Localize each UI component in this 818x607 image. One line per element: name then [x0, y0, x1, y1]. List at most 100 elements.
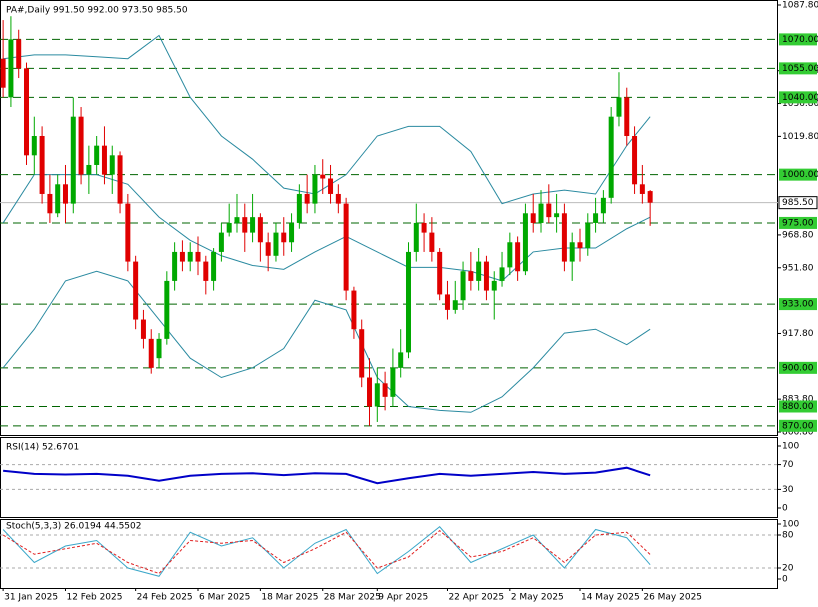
candle-body: [296, 193, 302, 223]
level-label: 1055.00: [782, 64, 818, 74]
last-price-label: 985.50: [782, 198, 814, 208]
level-label: 900.00: [782, 363, 814, 373]
candle-body: [647, 191, 653, 203]
candle-body: [538, 203, 544, 223]
candle-body: [242, 217, 248, 233]
candle-body: [499, 267, 505, 281]
y-tick-label: 917.80: [782, 329, 814, 339]
candle-body: [632, 135, 638, 185]
last-price-box: [778, 196, 818, 210]
candle-body: [491, 280, 497, 291]
candle-body: [211, 251, 217, 281]
x-tick-label: 6 Mar 2025: [199, 593, 250, 603]
candle-body: [421, 222, 427, 233]
candle-body: [133, 261, 139, 320]
candle-body: [125, 203, 131, 262]
candle-body: [78, 116, 84, 175]
candle-body: [522, 213, 528, 272]
candle-body: [374, 383, 380, 407]
rsi-panel: [0, 437, 778, 518]
candle-body: [483, 261, 489, 291]
candle-body: [624, 97, 630, 136]
y-tick-label: 70: [782, 460, 794, 470]
candle-body: [444, 294, 450, 310]
line: [2, 529, 651, 575]
candle-body: [343, 203, 349, 291]
x-tick-label: 18 Mar 2025: [261, 593, 318, 603]
candle-body: [507, 242, 513, 268]
x-tick-label: 26 May 2025: [643, 593, 702, 603]
candle-body: [273, 232, 279, 256]
level-label: 1000.00: [782, 170, 818, 180]
level-label-box: [779, 419, 817, 432]
candle-body: [304, 193, 310, 204]
candle-body: [47, 193, 53, 214]
candle-body: [600, 197, 606, 214]
y-tick-label: 80: [782, 531, 794, 541]
level-label-box: [779, 62, 817, 75]
candle-body: [140, 319, 146, 339]
line: [2, 174, 651, 282]
line: [2, 526, 651, 577]
candle-body: [172, 251, 178, 281]
line: [3, 466, 651, 485]
candle-body: [546, 203, 552, 218]
candle-body: [226, 222, 232, 233]
line: [3, 34, 651, 205]
price-panel: [0, 0, 778, 436]
x-tick-label: 14 May 2025: [581, 593, 640, 603]
candle-body: [429, 232, 435, 252]
candle-body: [335, 193, 341, 204]
level-label-box: [779, 168, 817, 181]
level-label-box: [779, 33, 817, 46]
level-label-box: [779, 400, 817, 413]
candle-body: [117, 155, 123, 204]
x-tick-label: 24 Feb 2025: [137, 593, 193, 603]
candle-body: [405, 251, 411, 353]
stoch-panel: [0, 519, 778, 589]
candle-body: [390, 367, 396, 397]
candle-body: [530, 213, 536, 223]
candle-body: [460, 271, 466, 301]
candle-body: [289, 222, 295, 243]
candle-body: [234, 217, 240, 223]
candle-body: [398, 352, 404, 368]
y-tick-label: 951.80: [782, 263, 814, 273]
candle-body: [250, 217, 256, 233]
candle-body: [187, 251, 193, 262]
x-tick-label: 2 May 2025: [511, 593, 564, 603]
candle-body: [367, 377, 373, 407]
x-tick-label: 28 Mar 2025: [324, 593, 381, 603]
candle-body: [257, 217, 263, 243]
level-label: 933.00: [782, 300, 814, 310]
y-tick-label: 968.80: [782, 230, 814, 240]
level-label: 1040.00: [782, 93, 818, 103]
candle-body: [585, 222, 591, 249]
candle-body: [359, 329, 365, 378]
candle-body: [156, 338, 162, 359]
level-label: 870.00: [782, 421, 814, 431]
candle-body: [437, 251, 443, 295]
candle-body: [577, 242, 583, 249]
y-tick-label: 100: [782, 442, 799, 452]
candle-body: [0, 58, 6, 88]
y-tick-label: 0: [782, 575, 788, 585]
candle-body: [70, 116, 76, 204]
candle-body: [218, 232, 224, 252]
candle-body: [94, 145, 100, 165]
y-tick-label: 866.80: [782, 428, 814, 438]
candle-body: [39, 135, 45, 194]
candle-body: [561, 213, 567, 262]
level-label-box: [779, 91, 817, 104]
candle-body: [31, 135, 37, 156]
candle-body: [148, 338, 154, 368]
candle-body: [109, 155, 115, 175]
candle-body: [179, 251, 185, 262]
level-label-box: [779, 298, 817, 311]
candle-body: [16, 39, 22, 69]
candle-body: [476, 261, 482, 281]
candle-body: [515, 242, 521, 272]
candle-body: [164, 280, 170, 339]
candle-body: [320, 174, 326, 179]
